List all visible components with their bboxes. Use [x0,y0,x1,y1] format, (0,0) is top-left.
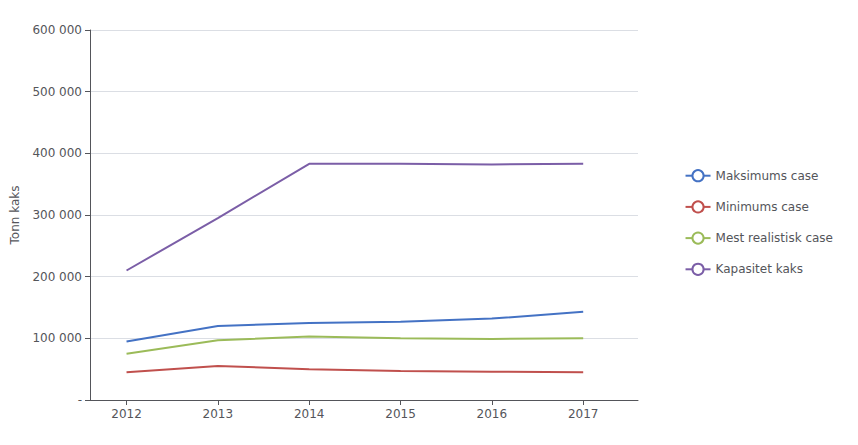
svg-text:600 000: 600 000 [32,23,82,37]
svg-text:500 000: 500 000 [32,85,82,99]
svg-text:2016: 2016 [477,407,508,421]
svg-text:Kapasitet kaks: Kapasitet kaks [716,262,803,276]
svg-text:2013: 2013 [203,407,234,421]
svg-text:2014: 2014 [294,407,325,421]
svg-text:2012: 2012 [111,407,142,421]
svg-text:2015: 2015 [385,407,416,421]
svg-text:200 000: 200 000 [32,270,82,284]
svg-text:Tonn kaks: Tonn kaks [8,186,22,246]
svg-text:Maksimums case: Maksimums case [716,169,819,183]
svg-text:-: - [78,393,82,407]
svg-text:Mest realistisk case: Mest realistisk case [716,231,833,245]
svg-text:2017: 2017 [568,407,599,421]
svg-text:Minimums case: Minimums case [716,200,809,214]
svg-text:100 000: 100 000 [32,331,82,345]
svg-text:400 000: 400 000 [32,146,82,160]
svg-text:300 000: 300 000 [32,208,82,222]
